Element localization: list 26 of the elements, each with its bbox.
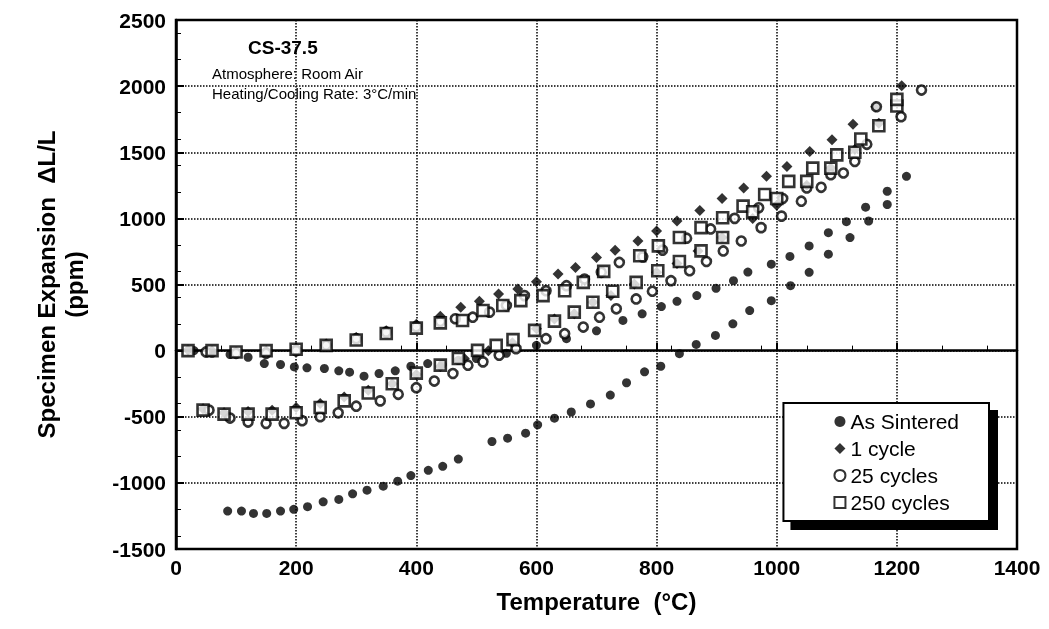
- y-tick-label: 500: [130, 273, 166, 296]
- y-tick-label: 1500: [119, 140, 166, 164]
- y-tick-label: 2500: [119, 8, 166, 32]
- y-tick-label: 0: [154, 339, 166, 363]
- legend-label: 1 cycle: [850, 437, 916, 460]
- annotation: CS-37.5: [248, 37, 319, 58]
- x-tick-label: 0: [170, 556, 182, 579]
- y-tick-label: 2000: [119, 74, 166, 98]
- x-tick-label: 1000: [753, 556, 801, 579]
- x-tick-label: 200: [278, 556, 314, 579]
- x-tick-label: 400: [398, 556, 434, 579]
- annotation: Atmosphere: Room Air: [212, 65, 363, 82]
- legend-label: 250 cycles: [850, 491, 950, 514]
- x-tick-label: 1400: [993, 556, 1041, 579]
- x-tick-label: 600: [518, 556, 554, 579]
- x-tick-label: 800: [639, 556, 675, 579]
- legend-label: 25 cycles: [850, 464, 938, 487]
- x-axis-title: Temperature (°C): [496, 587, 697, 615]
- y-tick-label: 1000: [119, 206, 166, 230]
- y-tick-label: -1500: [112, 537, 166, 561]
- y-tick-label: -1000: [112, 471, 166, 495]
- legend-label: As Sintered: [850, 410, 959, 433]
- x-tick-label: 1200: [873, 556, 921, 579]
- annotation: Heating/Cooling Rate: 3°C/min: [212, 85, 417, 102]
- y-axis-title: Specimen Expansion ΔL/L (ppm): [32, 130, 88, 439]
- y-tick-label: -500: [123, 405, 166, 429]
